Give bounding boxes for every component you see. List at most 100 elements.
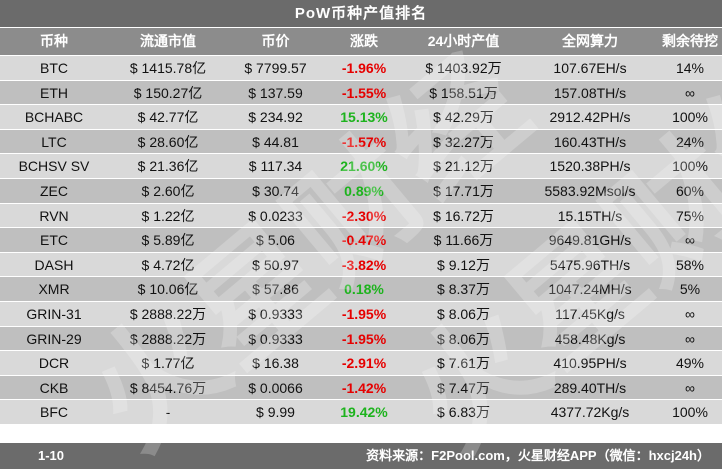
output-cell: $ 32.27万 xyxy=(433,133,494,150)
output-cell: $ 17.71万 xyxy=(433,182,494,199)
change-cell: 0.18% xyxy=(344,281,384,298)
hashrate-cell: 15.15TH/s xyxy=(557,207,623,224)
output-cell: $ 16.72万 xyxy=(433,207,494,224)
price-cell: $ 117.34 xyxy=(248,158,303,175)
header-hashrate: 全网算力 xyxy=(562,33,618,49)
coin-cell: ZEC xyxy=(40,182,68,199)
change-cell: -1.95% xyxy=(341,330,387,347)
change-cell: -3.82% xyxy=(341,256,387,273)
hashrate-cell: 160.43TH/s xyxy=(553,133,627,150)
price-cell: $ 5.06 xyxy=(256,232,295,249)
hashrate-cell: 458.48Kg/s xyxy=(554,330,626,347)
remaining-cell: 100% xyxy=(672,404,708,421)
price-cell: $ 0.9333 xyxy=(248,330,303,347)
remaining-cell: 5% xyxy=(679,281,701,298)
table-body: BTC $ 1415.78亿 $ 7799.57 -1.96% $ 1403.92万 10… xyxy=(0,56,722,425)
market-cap-cell: $ 4.72亿 xyxy=(141,256,195,273)
price-cell: $ 0.9333 xyxy=(248,305,303,322)
market-cap-cell: - xyxy=(165,404,171,421)
market-cap-cell: $ 2888.22万 xyxy=(129,330,207,347)
output-cell: $ 21.12万 xyxy=(433,158,494,175)
market-cap-cell: $ 1.77亿 xyxy=(141,355,195,372)
market-cap-cell: $ 21.36亿 xyxy=(137,158,199,175)
coin-cell: DASH xyxy=(34,256,74,273)
output-cell: $ 7.61万 xyxy=(437,355,490,372)
market-cap-cell: $ 1.22亿 xyxy=(141,207,195,224)
market-cap-cell: $ 5.89亿 xyxy=(141,232,195,249)
table-row: BCHABC $ 42.77亿 $ 234.92 15.13% $ 42.29万 2912… xyxy=(0,105,722,130)
output-cell: $ 6.83万 xyxy=(437,404,490,421)
output-cell: $ 9.12万 xyxy=(437,256,490,273)
price-cell: $ 234.92 xyxy=(248,109,303,126)
header-coin: 币种 xyxy=(40,33,68,49)
hashrate-cell: 107.67EH/s xyxy=(553,60,627,76)
change-cell: -1.96% xyxy=(341,60,387,76)
market-cap-cell: $ 28.60亿 xyxy=(137,133,199,150)
remaining-cell: 100% xyxy=(672,109,708,126)
remaining-cell: 60% xyxy=(675,182,705,199)
table-row: GRIN-29 $ 2888.22万 $ 0.9333 -1.95% $ 8.06万 45… xyxy=(0,326,722,352)
coin-cell: ETC xyxy=(40,232,68,249)
table-row: XMR $ 10.06亿 $ 57.86 0.18% $ 8.37万 1047.24MH/… xyxy=(0,277,722,302)
remaining-cell: ∞ xyxy=(685,379,695,396)
hashrate-cell: 289.40TH/s xyxy=(553,379,627,396)
remaining-cell: ∞ xyxy=(685,232,695,249)
page-range: 1-10 xyxy=(38,448,65,463)
hashrate-cell: 1047.24MH/s xyxy=(548,281,632,298)
price-cell: $ 9.99 xyxy=(256,404,295,421)
price-cell: $ 50.97 xyxy=(252,256,299,273)
table-row: GRIN-31 $ 2888.22万 $ 0.9333 -1.95% $ 8.06万 11… xyxy=(0,301,722,327)
table-header: 币种 流通市值 币价 涨跌 24小时产值 全网算力 剩余待挖 xyxy=(0,28,722,55)
coin-cell: DCR xyxy=(38,355,70,372)
remaining-cell: ∞ xyxy=(685,330,695,347)
change-cell: -1.95% xyxy=(341,305,387,322)
coin-cell: GRIN-31 xyxy=(26,305,82,322)
output-cell: $ 11.66万 xyxy=(433,232,494,249)
header-remaining: 剩余待挖 xyxy=(662,33,718,49)
table-row: CKB $ 8454.76万 $ 0.0066 -1.42% $ 7.47万 289.40… xyxy=(0,375,722,401)
hashrate-cell: 4377.72Kg/s xyxy=(550,404,630,421)
market-cap-cell: $ 42.77亿 xyxy=(137,109,199,126)
output-cell: $ 7.47万 xyxy=(437,379,490,396)
change-cell: 0.89% xyxy=(344,182,384,199)
coin-cell: BCHABC xyxy=(24,109,84,126)
price-cell: $ 16.38 xyxy=(252,355,299,372)
table-row: ETC $ 5.89亿 $ 5.06 -0.47% $ 11.66万 9649.81GH/… xyxy=(0,228,722,253)
change-cell: -1.42% xyxy=(341,379,387,396)
remaining-cell: 14% xyxy=(675,60,705,76)
coin-cell: GRIN-29 xyxy=(26,330,82,347)
price-cell: $ 0.0066 xyxy=(248,379,303,396)
coin-cell: RVN xyxy=(39,207,69,224)
hashrate-cell: 117.45Kg/s xyxy=(555,305,625,322)
hashrate-cell: 9649.81GH/s xyxy=(548,232,632,249)
table-row: ZEC $ 2.60亿 $ 30.74 0.89% $ 17.71万 5583.92Mso… xyxy=(0,178,722,204)
change-cell: -1.57% xyxy=(341,133,387,150)
price-cell: $ 44.81 xyxy=(252,133,299,150)
price-cell: $ 7799.57 xyxy=(244,60,307,76)
change-cell: -1.55% xyxy=(341,84,387,101)
hashrate-cell: 410.95PH/s xyxy=(553,355,627,372)
table-title: PoW币种产值排名 xyxy=(0,0,722,27)
header-market-cap: 流通市值 xyxy=(140,33,196,49)
table-row: DASH $ 4.72亿 $ 50.97 -3.82% $ 9.12万 5475.96TH… xyxy=(0,252,722,278)
hashrate-cell: 2912.42PH/s xyxy=(549,109,631,126)
remaining-cell: 100% xyxy=(672,158,708,175)
change-cell: 21.60% xyxy=(340,158,388,175)
remaining-cell: ∞ xyxy=(685,305,695,322)
table-footer: 1-10 资料来源：F2Pool.com，火星财经APP（微信：hxcj24h） xyxy=(0,443,722,469)
market-cap-cell: $ 150.27亿 xyxy=(133,84,203,101)
coin-cell: XMR xyxy=(38,281,70,298)
remaining-cell: ∞ xyxy=(685,84,695,101)
header-price: 币价 xyxy=(261,33,290,49)
remaining-cell: 24% xyxy=(675,133,705,150)
change-cell: 15.13% xyxy=(340,109,388,126)
hashrate-cell: 157.08TH/s xyxy=(553,84,627,101)
header-24h-output: 24小时产值 xyxy=(427,33,500,49)
remaining-cell: 49% xyxy=(675,355,705,372)
source-credit: 资料来源：F2Pool.com，火星财经APP（微信：hxcj24h） xyxy=(366,448,710,463)
header-change: 涨跌 xyxy=(350,33,378,49)
coin-cell: BFC xyxy=(40,404,68,421)
hashrate-cell: 1520.38PH/s xyxy=(549,158,631,175)
coin-cell: LTC xyxy=(41,133,67,150)
